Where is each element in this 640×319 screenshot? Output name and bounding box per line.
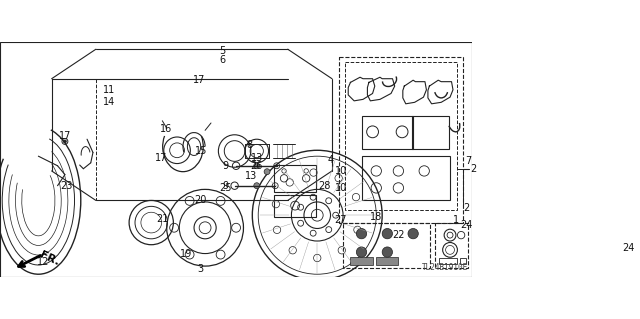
Circle shape [356, 247, 367, 257]
Bar [435, 223, 468, 268]
Text: 1: 1 [453, 215, 459, 225]
Text: 9: 9 [222, 161, 228, 171]
Text: 8: 8 [246, 140, 252, 150]
Text: 24: 24 [622, 243, 635, 253]
Text: 18: 18 [370, 212, 382, 222]
Text: 3: 3 [198, 264, 204, 274]
Text: 2: 2 [470, 164, 477, 174]
Bar [275, 195, 316, 217]
Text: 2: 2 [463, 203, 469, 213]
Bar [376, 257, 398, 265]
Text: 10: 10 [335, 166, 347, 176]
Bar [412, 115, 449, 149]
Text: 24: 24 [460, 220, 472, 230]
Text: 14: 14 [103, 97, 115, 107]
Circle shape [356, 228, 367, 239]
Text: 13: 13 [251, 153, 263, 163]
Text: 17: 17 [193, 75, 205, 85]
Text: 20: 20 [195, 196, 207, 205]
Text: 6: 6 [220, 55, 226, 64]
Text: 16: 16 [160, 124, 172, 134]
Circle shape [382, 228, 392, 239]
Bar [460, 258, 467, 264]
Circle shape [254, 163, 260, 169]
Text: 26: 26 [250, 161, 263, 171]
Text: 22: 22 [392, 230, 404, 240]
Bar [351, 257, 372, 265]
Text: 5: 5 [220, 46, 226, 56]
Text: 23: 23 [60, 181, 72, 191]
Bar [345, 63, 458, 210]
Text: 27: 27 [335, 215, 347, 225]
Bar [275, 165, 316, 192]
Circle shape [254, 183, 260, 189]
Text: 15: 15 [195, 146, 207, 156]
Bar [362, 115, 413, 149]
Bar [439, 258, 458, 264]
Text: 12: 12 [36, 257, 49, 267]
Text: FR.: FR. [38, 250, 61, 268]
Text: 9: 9 [222, 181, 228, 191]
Bar [343, 223, 430, 268]
Circle shape [382, 247, 392, 257]
Bar [339, 56, 463, 223]
Bar [362, 156, 450, 200]
Text: 10: 10 [335, 183, 347, 193]
Text: TL24B1910E: TL24B1910E [422, 263, 468, 272]
Text: 28: 28 [319, 181, 331, 191]
Circle shape [63, 140, 67, 143]
Text: 11: 11 [103, 85, 115, 95]
Text: 21: 21 [156, 214, 168, 224]
Circle shape [408, 228, 419, 239]
Text: 4: 4 [328, 155, 333, 165]
Text: 7: 7 [465, 156, 472, 166]
Text: 19: 19 [180, 249, 192, 259]
Text: 17: 17 [155, 153, 167, 163]
Text: 13: 13 [244, 171, 257, 181]
Text: 17: 17 [59, 131, 71, 141]
Text: 25: 25 [219, 183, 231, 193]
Circle shape [264, 169, 270, 174]
